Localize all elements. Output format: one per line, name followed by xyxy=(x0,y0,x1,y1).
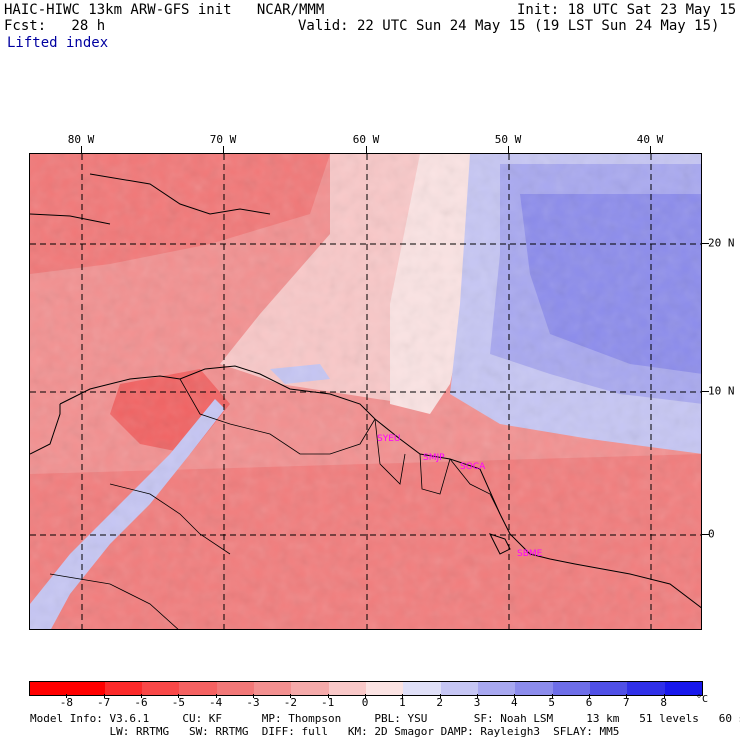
colorbar-tick xyxy=(477,694,478,698)
lat-tick xyxy=(702,534,709,535)
colorbar-tick xyxy=(402,694,404,698)
colorbar-label: 8 xyxy=(660,696,667,709)
colorbar-tick xyxy=(514,694,516,698)
colorbar-label: -6 xyxy=(134,696,148,709)
colorbar-swatch xyxy=(552,682,590,695)
colorbar-swatch xyxy=(291,682,329,695)
plot-title: HAIC-HIWC 13km ARW-GFS init NCAR/MMM xyxy=(4,2,325,18)
lon-label-70w: 70 W xyxy=(209,133,237,146)
colorbar-label: -7 xyxy=(97,696,111,709)
lon-label-80w: 80 W xyxy=(67,133,95,146)
colorbar-swatch xyxy=(515,682,553,695)
lon-tick xyxy=(508,146,509,153)
colorbar-swatch xyxy=(365,682,404,695)
colorbar-tick xyxy=(290,694,292,698)
colorbar-swatch xyxy=(179,682,217,695)
colorbar-swatch xyxy=(664,682,702,695)
colorbar-tick xyxy=(103,694,105,698)
colorbar-swatch xyxy=(141,682,180,695)
country-borders xyxy=(49,378,501,629)
colorbar-swatch xyxy=(477,682,516,695)
colorbar-tick xyxy=(589,694,590,698)
graticule xyxy=(30,154,701,629)
station-soca: SOCA xyxy=(460,462,486,472)
station-smjp: SMJP xyxy=(423,453,445,463)
colorbar-tick xyxy=(253,694,254,698)
colorbar-tick xyxy=(215,694,217,698)
colorbar-swatch xyxy=(67,682,105,695)
colorbar-label: -1 xyxy=(321,696,335,709)
colorbar-swatch xyxy=(440,682,478,695)
colorbar-label: -4 xyxy=(209,696,223,709)
map-canvas: SYEU SMJP SOCA SBME xyxy=(30,154,701,629)
colorbar-tick xyxy=(66,694,68,698)
colorbar-label: -5 xyxy=(171,696,185,709)
lon-label-50w: 50 W xyxy=(494,133,522,146)
model-info-line2: LW: RRTMG SW: RRTMG DIFF: full KM: 2D Sm… xyxy=(30,725,620,738)
colorbar-swatch xyxy=(403,682,441,695)
colorbar-unit: °C xyxy=(696,694,709,705)
lat-label-10n: 10 N xyxy=(708,384,735,398)
colorbar-swatch xyxy=(328,682,366,695)
coastlines xyxy=(30,173,701,609)
colorbar-label: 5 xyxy=(548,696,555,709)
lat-tick xyxy=(702,243,709,244)
colorbar-tick xyxy=(178,694,180,698)
colorbar-swatch xyxy=(30,682,68,695)
colorbar-label: 2 xyxy=(436,696,443,709)
colorbar-label: -3 xyxy=(246,696,260,709)
colorbar-tick xyxy=(365,694,366,698)
init-time: Init: 18 UTC Sat 23 May 15 xyxy=(517,2,737,18)
colorbar-label: -2 xyxy=(283,696,297,709)
colorbar-tick xyxy=(439,694,441,698)
colorbar-tick xyxy=(141,694,142,698)
lifted-index-map: SYEU SMJP SOCA SBME xyxy=(29,153,702,630)
colorbar xyxy=(29,681,703,696)
colorbar-tick xyxy=(663,694,665,698)
colorbar-label: 4 xyxy=(511,696,518,709)
lon-label-60w: 60 W xyxy=(352,133,380,146)
station-syeu: SYEU xyxy=(377,434,400,444)
colorbar-label: 1 xyxy=(399,696,406,709)
colorbar-swatch xyxy=(216,682,254,695)
lat-label-20n: 20 N xyxy=(708,236,735,250)
colorbar-swatch xyxy=(104,682,142,695)
field-name: Lifted index xyxy=(7,35,109,51)
station-sbme: SBME xyxy=(517,549,543,559)
lon-tick xyxy=(223,146,224,153)
colorbar-label: 6 xyxy=(585,696,593,709)
colorbar-label: -8 xyxy=(59,696,73,709)
colorbar-label: 3 xyxy=(473,696,481,709)
lat-label-equator: 0 xyxy=(708,527,715,541)
lon-tick xyxy=(366,146,367,153)
colorbar-swatch xyxy=(627,682,665,695)
colorbar-tick xyxy=(626,694,628,698)
colorbar-swatch xyxy=(589,682,628,695)
colorbar-swatch xyxy=(253,682,292,695)
colorbar-label: 0 xyxy=(361,696,369,709)
lon-label-40w: 40 W xyxy=(636,133,664,146)
colorbar-label: 7 xyxy=(623,696,630,709)
lon-tick xyxy=(81,146,82,153)
forecast-hour: Fcst: 28 h xyxy=(4,18,106,34)
lon-tick xyxy=(650,146,651,153)
lat-tick xyxy=(702,391,709,392)
colorbar-tick xyxy=(327,694,329,698)
model-info-line1: Model Info: V3.6.1 CU: KF MP: Thompson P… xyxy=(30,712,740,725)
colorbar-tick xyxy=(551,694,553,698)
valid-time: Valid: 22 UTC Sun 24 May 15 (19 LST Sun … xyxy=(298,18,720,34)
